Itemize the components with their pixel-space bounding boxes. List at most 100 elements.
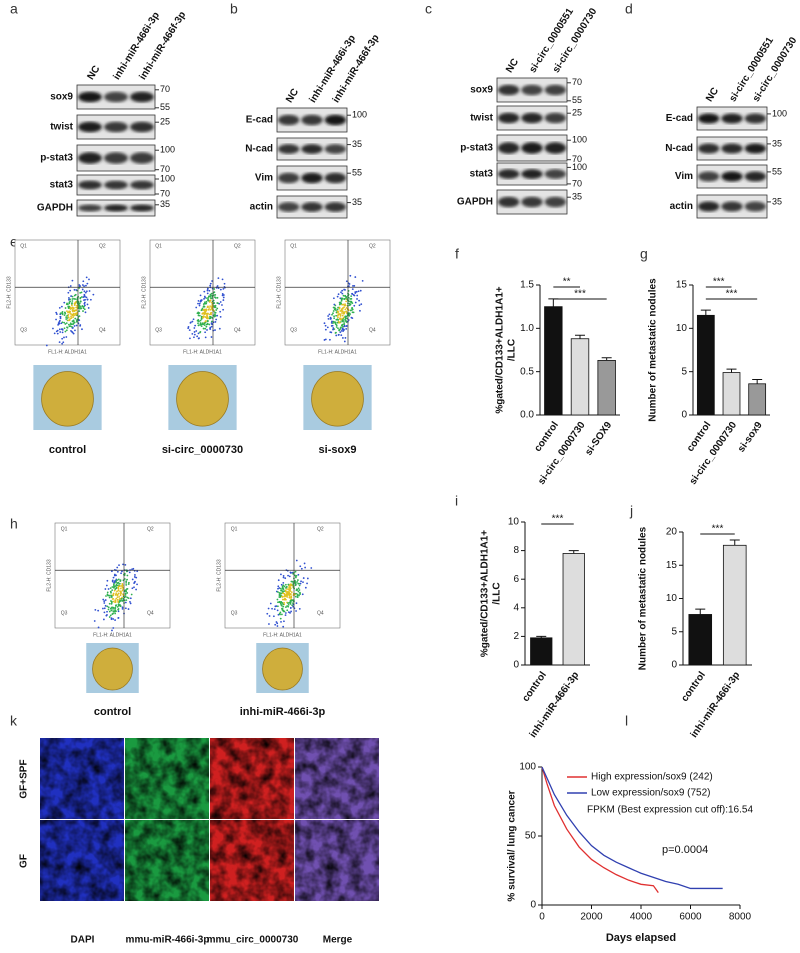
y-tick-label: 2 bbox=[513, 631, 519, 642]
flow-event bbox=[72, 319, 75, 322]
flow-event bbox=[294, 595, 297, 598]
flow-event bbox=[55, 313, 58, 315]
flow-event bbox=[221, 278, 224, 281]
significance-label: *** bbox=[713, 277, 725, 288]
x-tick-label: control bbox=[533, 420, 562, 454]
band bbox=[497, 142, 520, 154]
flow-event bbox=[268, 623, 270, 625]
flow-event bbox=[345, 300, 348, 303]
flow-event bbox=[52, 327, 54, 330]
panel-letter: h bbox=[10, 516, 18, 532]
flow-event bbox=[63, 321, 66, 324]
flow-event bbox=[53, 332, 56, 335]
quadrant-label: Q4 bbox=[369, 328, 376, 334]
band bbox=[104, 91, 128, 103]
flow-event bbox=[72, 309, 75, 312]
flow-event bbox=[120, 572, 122, 575]
bar bbox=[570, 338, 590, 416]
band bbox=[497, 84, 520, 96]
flow-event bbox=[283, 585, 286, 588]
flow-event bbox=[197, 299, 200, 302]
significance-label: *** bbox=[712, 524, 724, 535]
error-bar bbox=[752, 378, 763, 384]
flow-event bbox=[289, 607, 292, 609]
flow-event bbox=[121, 596, 123, 599]
band bbox=[104, 121, 128, 133]
flow-event bbox=[78, 284, 81, 286]
flow-event bbox=[108, 602, 111, 605]
quadrant-label: Q2 bbox=[317, 527, 324, 533]
quadrant-label: Q1 bbox=[155, 244, 162, 250]
flow-event bbox=[63, 336, 65, 339]
lung bbox=[92, 647, 133, 691]
flow-event bbox=[193, 327, 196, 329]
flow-event bbox=[273, 608, 276, 611]
band bbox=[697, 113, 720, 124]
flow-event bbox=[69, 285, 72, 287]
flow-event bbox=[118, 564, 120, 567]
flow-event bbox=[341, 289, 344, 292]
bar bbox=[688, 614, 713, 666]
flow-event bbox=[345, 320, 347, 322]
band bbox=[277, 114, 300, 126]
flow-event bbox=[286, 596, 289, 598]
flow-event bbox=[106, 591, 109, 594]
flow-event bbox=[360, 303, 363, 306]
flow-event bbox=[343, 297, 346, 300]
quadrant-label: Q2 bbox=[99, 244, 106, 250]
flow-event bbox=[105, 595, 107, 597]
flow-event bbox=[199, 331, 201, 334]
flow-event bbox=[118, 600, 121, 603]
lung bbox=[176, 371, 229, 427]
flow-event bbox=[281, 613, 283, 616]
flow-event bbox=[345, 325, 348, 328]
flow-event bbox=[116, 596, 119, 598]
flow-event bbox=[304, 566, 307, 569]
row-label: p-stat3 bbox=[40, 153, 73, 164]
flow-event bbox=[75, 319, 78, 322]
flow-event bbox=[108, 596, 111, 599]
flow-event bbox=[356, 294, 359, 297]
legend-label: High expression/sox9 (242) bbox=[591, 772, 713, 783]
flow-event bbox=[296, 580, 299, 583]
flow-event bbox=[210, 325, 213, 328]
flow-event bbox=[198, 304, 201, 307]
y-tick-label: 4 bbox=[513, 602, 519, 613]
flow-event bbox=[332, 306, 335, 309]
flow-event bbox=[335, 309, 337, 312]
flow-event bbox=[342, 320, 345, 323]
flow-event bbox=[326, 326, 329, 329]
flow-event bbox=[113, 585, 116, 588]
flow-event bbox=[209, 282, 212, 285]
flow-event bbox=[67, 311, 69, 314]
marker-label: 100 bbox=[352, 110, 367, 120]
flow-event bbox=[197, 302, 199, 305]
flow-event bbox=[122, 586, 124, 589]
y-tick-label: 0 bbox=[671, 660, 677, 671]
flow-event bbox=[61, 331, 64, 334]
flow-event bbox=[330, 317, 332, 320]
flow-event bbox=[197, 311, 200, 314]
flow-event bbox=[88, 278, 90, 281]
flow-event bbox=[216, 314, 219, 317]
flow-event bbox=[109, 607, 112, 610]
flow-event bbox=[292, 602, 294, 605]
flow-event bbox=[85, 284, 87, 287]
band bbox=[744, 143, 767, 154]
flow-event bbox=[339, 317, 341, 320]
flow-event bbox=[287, 603, 290, 606]
flow-event bbox=[114, 601, 117, 604]
flow-event bbox=[110, 618, 113, 621]
row-label: twist bbox=[50, 122, 73, 133]
flow-event bbox=[345, 328, 348, 330]
flow-event bbox=[55, 311, 58, 314]
flow-event bbox=[210, 301, 213, 304]
band bbox=[744, 113, 767, 124]
sample-label: control bbox=[49, 444, 86, 456]
flow-event bbox=[344, 318, 346, 321]
flow-event bbox=[64, 330, 67, 333]
flow-event bbox=[120, 598, 123, 600]
flow-event bbox=[133, 586, 135, 589]
flow-event bbox=[78, 304, 81, 307]
flow-event bbox=[222, 288, 225, 290]
